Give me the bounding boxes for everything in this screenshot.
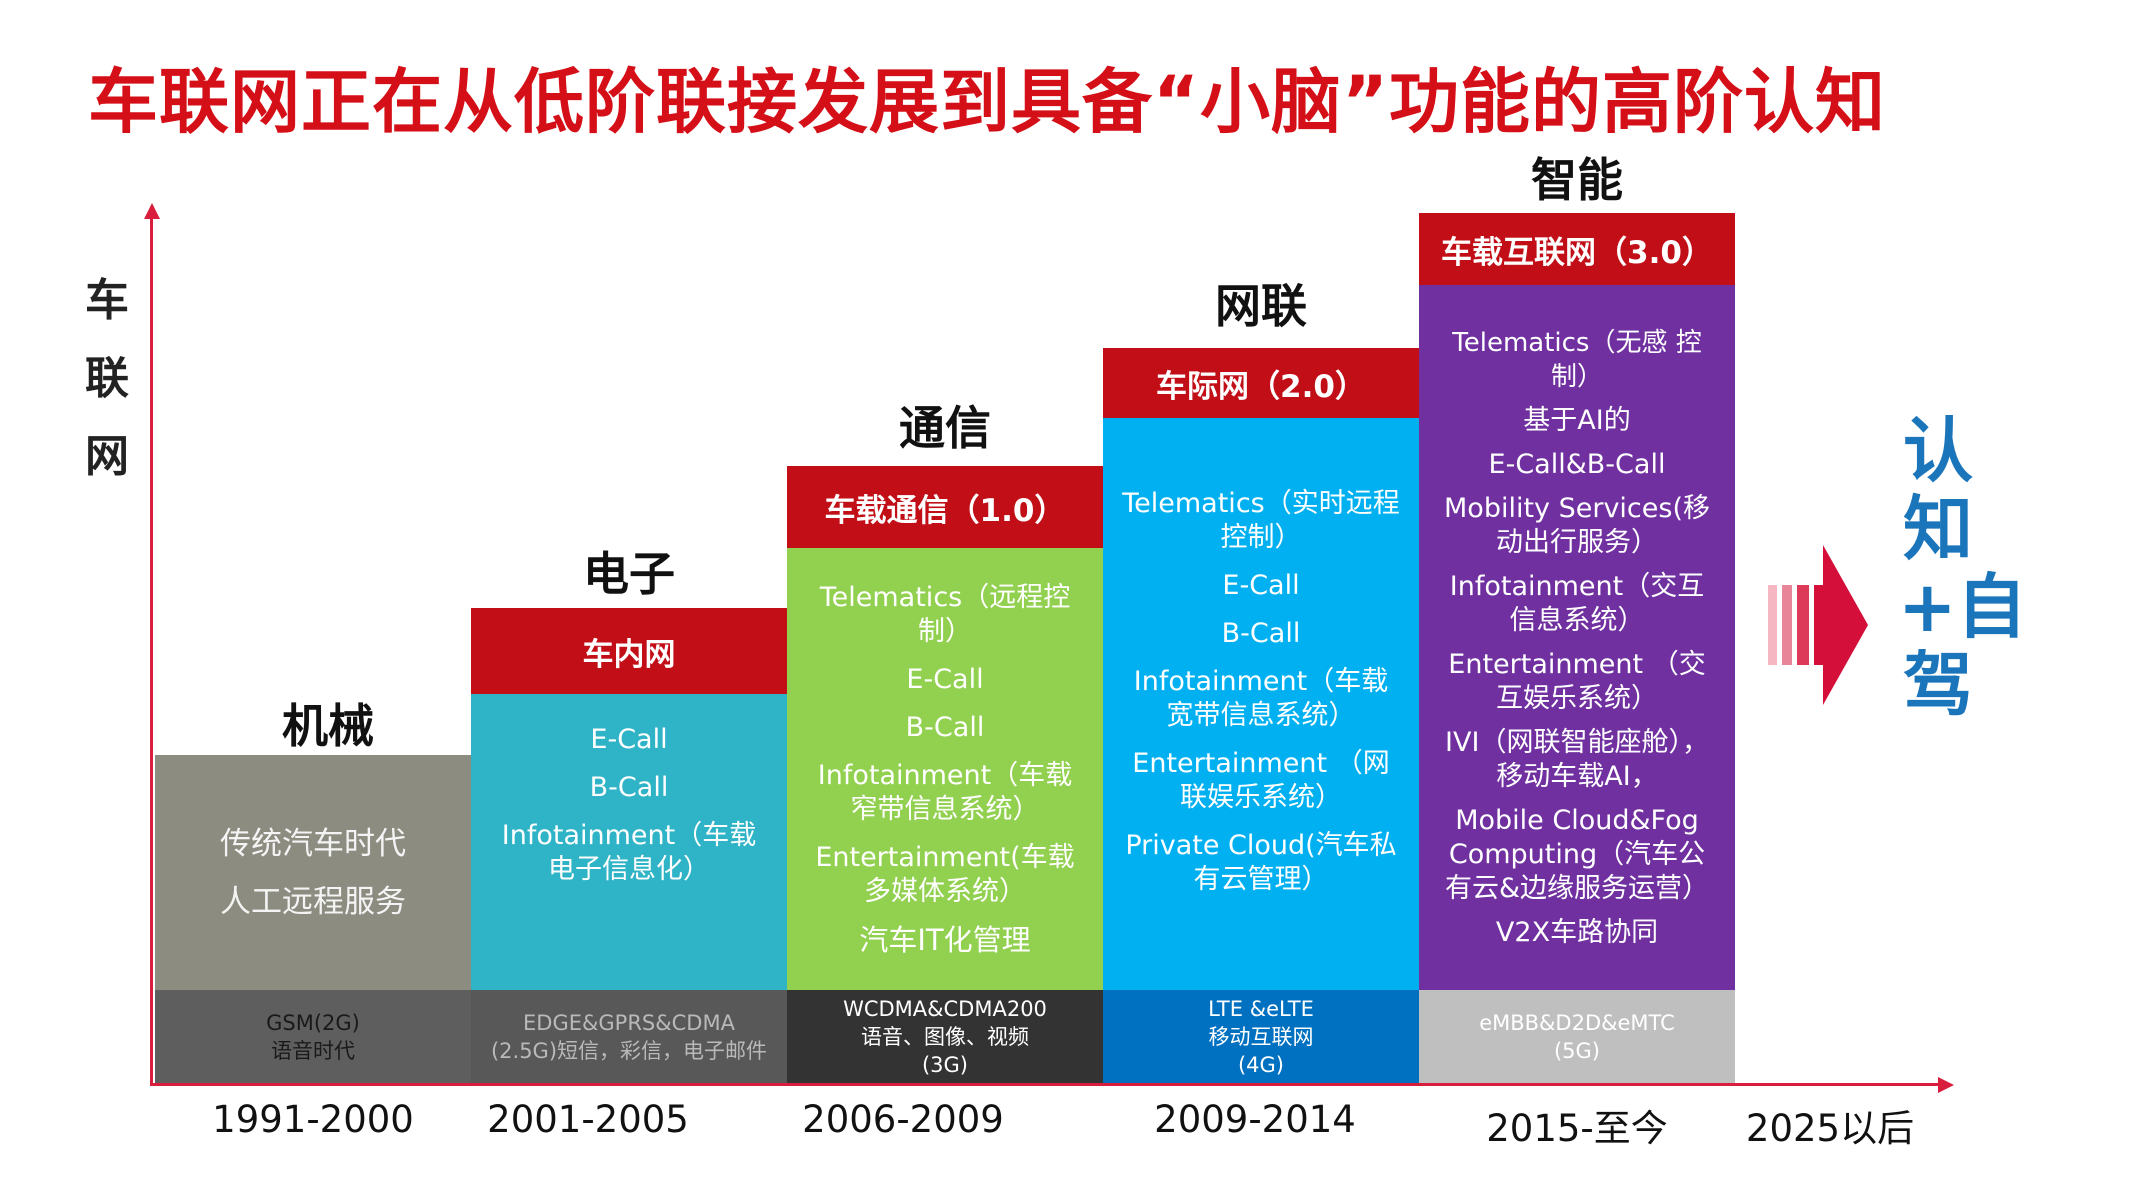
stage-item: Private Cloud(汽车私有云管理） [1125, 830, 1397, 895]
progress-arrow-icon [1768, 545, 1868, 705]
stage-header-communication: 车载通信（1.0） [787, 466, 1103, 548]
stage-body-electronic: E-Call B-Call Infotainment（车载电子信息化） [471, 694, 787, 990]
stage-header-connected: 车际网（2.0） [1103, 348, 1419, 418]
network-line: GSM(2G) [266, 1010, 360, 1035]
stage-item: IVI（网联智能座舱），移动车载AI， [1445, 726, 1709, 792]
year-mechanical: 1991-2000 [212, 1098, 414, 1141]
y-axis [150, 215, 153, 1085]
stage-header-intelligent: 车载互联网（3.0） [1419, 213, 1735, 285]
stage-body-connected: Telematics（实时远程控制） E-Call B-Call Infotai… [1103, 418, 1419, 990]
network-line: WCDMA&CDMA200 [843, 996, 1047, 1021]
stage-item: Infotainment（交互信息系统） [1449, 570, 1705, 636]
network-communication: WCDMA&CDMA200 语音、图像、视频 (3G) [787, 990, 1103, 1083]
year-future: 2025以后 [1745, 1107, 1915, 1150]
network-line: EDGE&GPRS&CDMA [523, 1010, 735, 1035]
stage-label-mechanical: 机械 [282, 699, 374, 753]
stage-item: 汽车IT化管理 [859, 923, 1031, 957]
stage-label-intelligent: 智能 [1531, 153, 1623, 207]
stage-item: E-Call [590, 724, 668, 755]
stage-item: Infotainment（车载窄带信息系统） [817, 760, 1073, 825]
year-electronic: 2001-2005 [487, 1098, 689, 1141]
year-intelligent: 2015-至今 [1486, 1107, 1668, 1150]
network-line: 语音、图像、视频 [861, 1024, 1029, 1049]
stage-body-intelligent: Telematics（无感 控制） 基于AI的 E-Call&B-Call Mo… [1419, 285, 1735, 990]
stage-item: Telematics（实时远程控制） [1122, 488, 1400, 553]
year-connected: 2009-2014 [1154, 1098, 1356, 1141]
stage-item: 基于AI的 [1523, 404, 1631, 436]
network-mechanical: GSM(2G) 语音时代 [155, 990, 471, 1083]
stage-item: E-Call&B-Call [1488, 448, 1666, 480]
network-line: LTE &eLTE [1208, 996, 1314, 1021]
stage-item: B-Call [589, 772, 669, 803]
stage-item: 人工远程服务 [220, 883, 406, 920]
network-line: (3G) [921, 1052, 969, 1077]
stage-item: Telematics（无感 控制） [1452, 327, 1702, 392]
stage-header-electronic: 车内网 [471, 608, 787, 694]
stage-item: Mobile Cloud&Fog Computing（汽车公有云&边缘服务运营） [1444, 804, 1710, 904]
stage-body-mechanical: 传统汽车时代 人工远程服务 [155, 755, 471, 990]
stage-item: 传统汽车时代 [220, 825, 406, 862]
y-axis-label: 车联网 [85, 275, 129, 482]
page-title: 车联网正在从低阶联接发展到具备“小脑”功能的高阶认知 [88, 61, 1887, 143]
network-line: 语音时代 [271, 1038, 355, 1063]
stage-item: B-Call [1221, 618, 1301, 649]
stage-item: E-Call [1222, 570, 1300, 601]
stage-item: Infotainment（车载电子信息化） [501, 820, 757, 885]
x-axis-arrowhead [1938, 1077, 1954, 1093]
stage-item: Entertainment （交互娱乐系统） [1448, 648, 1706, 714]
network-line: (5G) [1553, 1038, 1601, 1063]
stage-label-connected: 网联 [1215, 279, 1307, 333]
network-electronic: EDGE&GPRS&CDMA (2.5G)短信，彩信，电子邮件 [471, 990, 787, 1083]
year-communication: 2006-2009 [802, 1098, 1004, 1141]
network-line: (4G) [1237, 1052, 1285, 1077]
y-axis-arrowhead [144, 203, 160, 219]
network-intelligent: eMBB&D2D&eMTC (5G) [1419, 990, 1735, 1083]
stage-label-electronic: 电子 [583, 547, 675, 601]
network-line: 移动互联网 [1208, 1024, 1314, 1049]
stage-item: Mobility Services(移动出行服务） [1444, 492, 1710, 558]
stage-item: B-Call [905, 712, 985, 743]
network-line: (2.5G)短信，彩信，电子邮件 [490, 1038, 768, 1063]
stage-item: Infotainment（车载宽带信息系统） [1133, 666, 1389, 731]
stage-item: E-Call [906, 664, 984, 695]
network-connected: LTE &eLTE 移动互联网 (4G) [1103, 990, 1419, 1083]
stage-item: Entertainment （网联娱乐系统） [1132, 748, 1390, 813]
stage-item: V2X车路协同 [1495, 916, 1659, 948]
stage-body-communication: Telematics（远程控制） E-Call B-Call Infotainm… [787, 548, 1103, 990]
network-line: eMBB&D2D&eMTC [1479, 1010, 1675, 1035]
cognition-autodrive-label: 认知+自驾 [1898, 410, 2027, 726]
stage-item: Telematics（远程控制） [819, 582, 1071, 647]
stage-item: Entertainment(车载多媒体系统） [815, 842, 1075, 907]
stage-label-communication: 通信 [899, 401, 991, 455]
x-axis [150, 1083, 1940, 1086]
